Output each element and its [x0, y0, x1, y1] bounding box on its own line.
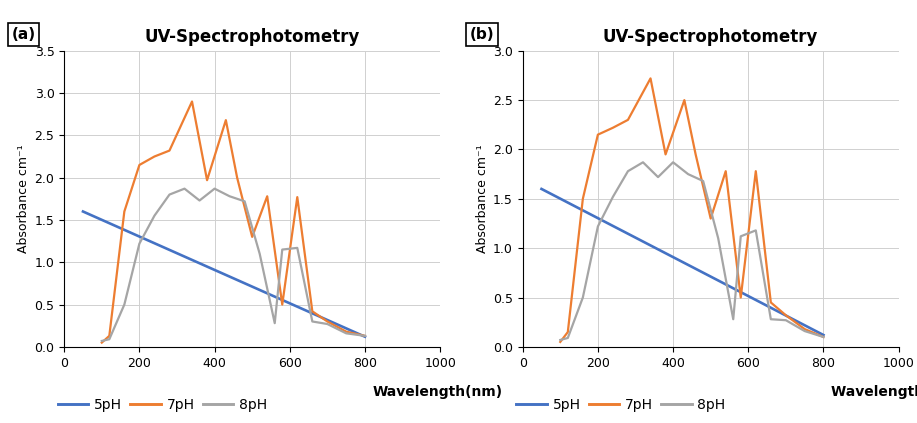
Text: (b): (b)	[470, 27, 494, 42]
Text: (a): (a)	[12, 27, 36, 42]
Title: UV-Spectrophotometry: UV-Spectrophotometry	[603, 28, 818, 47]
Legend: 5pH, 7pH, 8pH: 5pH, 7pH, 8pH	[511, 392, 731, 418]
Title: UV-Spectrophotometry: UV-Spectrophotometry	[145, 28, 359, 47]
Y-axis label: Absorbance cm⁻¹: Absorbance cm⁻¹	[476, 145, 489, 253]
Text: Wavelength (nm): Wavelength (nm)	[831, 385, 917, 399]
Legend: 5pH, 7pH, 8pH: 5pH, 7pH, 8pH	[52, 392, 272, 418]
Text: Wavelength(nm): Wavelength(nm)	[372, 385, 503, 399]
Y-axis label: Absorbance cm⁻¹: Absorbance cm⁻¹	[17, 145, 30, 253]
